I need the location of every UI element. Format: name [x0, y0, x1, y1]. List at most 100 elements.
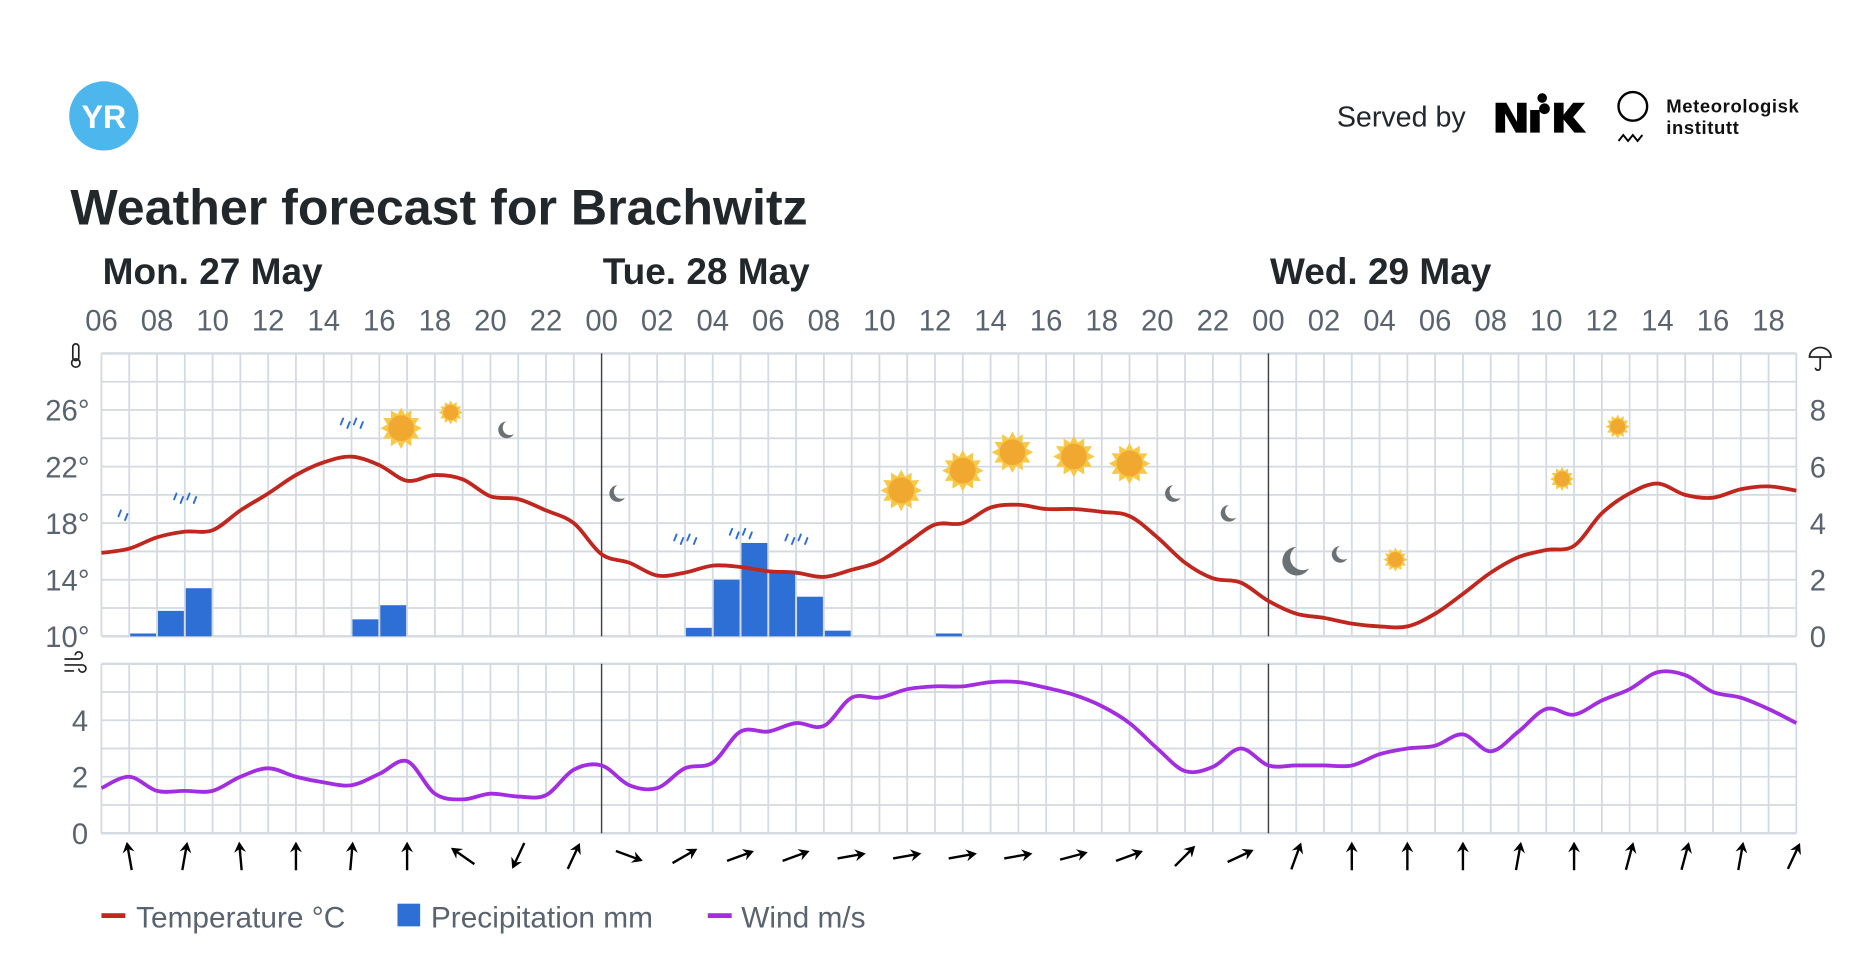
wind-arrow-icon: [615, 849, 643, 863]
raindrop-icon: [359, 421, 364, 429]
hour-tick-label: 00: [1252, 306, 1285, 338]
precipitation-bar: [130, 633, 157, 637]
precipitation-bars: [130, 542, 962, 637]
precipitation-bar: [713, 579, 740, 637]
precipitation-bar: [157, 610, 184, 637]
legend-item-temperature[interactable]: Temperature °C: [101, 902, 345, 935]
raindrop-icon: [686, 533, 691, 542]
wind-arrow-head: [909, 849, 922, 862]
wind-arrow-icon: [401, 841, 414, 871]
wind-arrow-icon: [1735, 841, 1748, 871]
sun-icon: [949, 457, 976, 484]
nrk-logo[interactable]: [1495, 93, 1587, 133]
wind-arrow-icon: [892, 849, 922, 862]
precipitation-bar: [352, 619, 379, 637]
wind-tick-label: 2: [72, 762, 88, 794]
hour-tick-label: 18: [419, 306, 452, 338]
sun-icon: [388, 415, 415, 442]
wind-arrow-head: [569, 842, 581, 856]
wind-arrow-head: [1680, 842, 1692, 855]
weather-symbol-partlycloudy-night-icon: [498, 421, 514, 439]
wind-arrow-icon: [1227, 849, 1254, 864]
temperature-tick-label: 18°: [45, 509, 89, 541]
wind-line: [100, 669, 1798, 802]
wind-arrow-head: [511, 856, 523, 869]
wind-arrow-icon: [1624, 842, 1637, 871]
legend-wind-label: Wind m/s: [741, 902, 865, 935]
hour-tick-label: 10: [1530, 306, 1563, 338]
sun-icon: [1554, 471, 1570, 487]
y-axis-labels: 10° 14° 18° 22° 26° 0 2 4 6 8 0 2 4: [45, 396, 1826, 851]
precipitation-tick-label: 8: [1810, 396, 1826, 428]
hour-tick-label: 04: [696, 306, 729, 338]
hour-axis: 06 08 10 12 14 16 18 20 22 00 02 04 06 08 10 12 14 16 18 20…: [85, 306, 1785, 338]
hour-tick-label: 20: [474, 306, 507, 338]
wind-arrow-head: [1568, 841, 1581, 853]
weather-symbol-clearsky-day-icon: [942, 449, 984, 492]
nrk-logo-n: [1495, 102, 1527, 133]
precipitation-bar: [685, 627, 712, 637]
yr-logo[interactable]: YR: [69, 81, 139, 151]
yr-logo-circle: [69, 81, 139, 151]
weather-symbol-fair-day-icon: [880, 469, 923, 512]
wind-arrow-head: [630, 851, 643, 863]
sun-icon: [1387, 552, 1403, 568]
wind-arrow-head: [1291, 842, 1304, 855]
precipitation-tick-label: 6: [1810, 452, 1826, 484]
raindrop-icon: [173, 492, 178, 501]
wind-arrow-head: [1790, 842, 1801, 856]
weather-symbol-clearsky-day-icon: [1053, 435, 1095, 478]
wind-arrow-icon: [1680, 842, 1692, 871]
weather-symbol-partlycloudy-day-icon: [1550, 466, 1575, 492]
raindrop-icon: [179, 496, 184, 504]
legend-item-wind[interactable]: Wind m/s: [707, 902, 866, 935]
wind-arrow-head: [122, 841, 135, 854]
raindrop-icon: [741, 527, 747, 536]
wind-arrow-icon: [234, 841, 247, 871]
served-by-label: Served by: [1337, 102, 1467, 134]
wind-arrow-icon: [511, 842, 526, 869]
hour-tick-label: 04: [1363, 306, 1396, 338]
hour-tick-label: 06: [85, 306, 118, 338]
day-label-tue: Tue. 28 May: [603, 251, 810, 292]
legend-wind-swatch: [707, 913, 732, 918]
wind-arrow-head: [797, 849, 810, 861]
wind-arrow-head: [965, 849, 977, 862]
wind-arrow-icon: [1115, 849, 1143, 862]
hour-tick-label: 14: [974, 306, 1007, 338]
met-institute-logo[interactable]: Meteorologisk institutt: [1617, 90, 1800, 143]
raindrop-icon: [797, 533, 802, 542]
wind-arrow-icon: [1786, 842, 1801, 870]
wind-arrow-icon: [566, 842, 581, 870]
hour-tick-label: 18: [1752, 306, 1785, 338]
met-logo-sun-icon: [1617, 90, 1649, 122]
wind-arrow-head: [1401, 841, 1414, 853]
weather-symbol-partlycloudy-night-icon: [1220, 504, 1237, 522]
wind-arrow-icon: [1456, 841, 1469, 871]
wind-arrow-icon: [179, 841, 192, 871]
weather-symbol-rain-icon: [728, 527, 753, 540]
yr-logo-text: YR: [81, 99, 126, 135]
wind-arrow-icon: [1004, 849, 1033, 862]
precipitation-bar: [824, 630, 851, 637]
hour-tick-label: 10: [863, 306, 896, 338]
hour-tick-label: 14: [307, 306, 340, 338]
legend-temperature-label: Temperature °C: [136, 902, 345, 935]
legend-item-precipitation[interactable]: Precipitation mm: [397, 902, 653, 935]
wind-arrow-head: [1075, 849, 1088, 861]
wind-arrow-icon: [948, 849, 977, 862]
raindrop-icon: [352, 417, 358, 426]
raindrop-icon: [679, 537, 685, 545]
wind-arrow-head: [1183, 845, 1196, 858]
sun-icon: [999, 439, 1026, 466]
wind-tick-label: 4: [72, 706, 88, 738]
weather-symbol-rain-icon: [173, 492, 198, 504]
hour-tick-label: 18: [1085, 306, 1118, 338]
precipitation-bar: [769, 571, 796, 637]
wind-arrow-icon: [782, 849, 810, 862]
weather-symbol-partlycloudy-day-icon: [438, 400, 463, 425]
wind-arrow-head: [234, 841, 247, 853]
hour-tick-label: 22: [1197, 306, 1230, 338]
moon-icon: [1165, 485, 1181, 502]
wind-grid: [100, 662, 1798, 835]
